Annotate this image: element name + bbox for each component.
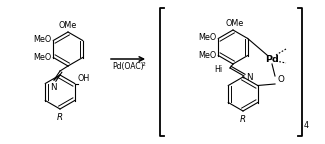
- Text: 2: 2: [142, 62, 146, 67]
- Text: R: R: [240, 115, 246, 124]
- Text: N: N: [50, 83, 56, 92]
- Text: MeO: MeO: [198, 33, 216, 42]
- Text: OH: OH: [78, 74, 90, 83]
- Text: OMe: OMe: [59, 21, 77, 30]
- Text: Pd: Pd: [265, 54, 279, 64]
- Text: MeO: MeO: [33, 53, 51, 62]
- Text: 4: 4: [304, 121, 309, 130]
- Text: OMe: OMe: [226, 19, 244, 28]
- Text: N: N: [246, 72, 253, 82]
- Text: R: R: [57, 113, 63, 122]
- Text: MeO: MeO: [198, 51, 216, 60]
- Text: MeO: MeO: [33, 35, 51, 44]
- Text: Hi: Hi: [214, 66, 222, 74]
- Text: O: O: [277, 75, 284, 85]
- Text: Pd(OAC): Pd(OAC): [112, 62, 144, 71]
